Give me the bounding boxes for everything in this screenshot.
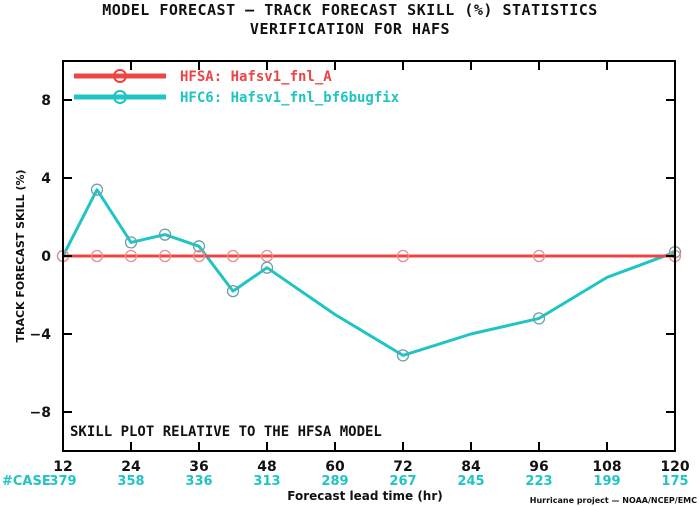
y-tick-label--8: −8 bbox=[30, 405, 51, 421]
data-point-hfc6-96 bbox=[532, 312, 546, 325]
case-count-108: 199 bbox=[593, 474, 620, 489]
data-point-hfsa-42 bbox=[226, 249, 240, 263]
case-label: #CASE bbox=[2, 474, 51, 489]
x-tick-label-24: 24 bbox=[121, 459, 141, 475]
chart-title-line-2: VERIFICATION FOR HAFS bbox=[249, 20, 451, 38]
legend: HFSA: Hafsv1_fnl_A HFC6: Hafsv1_fnl_bf6b… bbox=[74, 69, 400, 106]
y-tick-label--4: −4 bbox=[30, 327, 52, 343]
case-count-24: 358 bbox=[117, 474, 144, 489]
case-count-12: 379 bbox=[49, 474, 76, 489]
series-line-hfc6 bbox=[61, 188, 676, 357]
legend-marker-hfc6 bbox=[113, 90, 127, 104]
data-point-hfsa-48 bbox=[260, 249, 274, 263]
x-tick-label-72: 72 bbox=[393, 459, 412, 475]
y-tick-label-0: 0 bbox=[41, 249, 51, 265]
data-point-hfc6-72 bbox=[396, 349, 410, 362]
data-point-hfc6-24 bbox=[124, 236, 138, 249]
case-count-120: 175 bbox=[661, 474, 688, 489]
data-point-hfc6-42 bbox=[226, 284, 240, 298]
legend-marker-hfsa bbox=[113, 69, 127, 83]
y-axis-label: TRACK FORECAST SKILL (%) bbox=[14, 169, 27, 342]
x-tick-label-120: 120 bbox=[660, 459, 689, 475]
case-count-36: 336 bbox=[185, 474, 212, 489]
skill-annotation: SKILL PLOT RELATIVE TO THE HFSA MODEL bbox=[70, 424, 382, 440]
y-tick-label-4: 4 bbox=[41, 171, 51, 187]
x-tick-label-96: 96 bbox=[529, 459, 548, 475]
case-count-72: 267 bbox=[389, 474, 416, 489]
x-tick-label-36: 36 bbox=[189, 459, 208, 475]
data-point-hfc6-18 bbox=[90, 183, 104, 196]
x-tick-label-60: 60 bbox=[325, 459, 345, 475]
data-point-hfc6-48 bbox=[260, 261, 274, 274]
case-count-48: 313 bbox=[253, 474, 280, 489]
x-tick-label-108: 108 bbox=[592, 459, 621, 475]
series-layer bbox=[56, 183, 682, 362]
credit-text: Hurricane project — NOAA/NCEP/EMC bbox=[530, 496, 697, 505]
chart-title: MODEL FORECAST — TRACK FORECAST SKILL (%… bbox=[0, 1, 700, 39]
chart-title-line-1: MODEL FORECAST — TRACK FORECAST SKILL (%… bbox=[102, 1, 598, 19]
case-count-84: 245 bbox=[457, 474, 484, 489]
case-count-96: 223 bbox=[525, 474, 552, 489]
y-tick-label-8: 8 bbox=[41, 93, 51, 109]
legend-label-hfc6: HFC6: Hafsv1_fnl_bf6bugfix bbox=[180, 90, 400, 106]
case-count-60: 289 bbox=[321, 474, 348, 489]
data-point-hfsa-18 bbox=[90, 249, 104, 263]
data-point-hfsa-36 bbox=[192, 249, 206, 263]
data-point-hfsa-72 bbox=[396, 249, 410, 263]
x-tick-label-84: 84 bbox=[461, 459, 481, 475]
data-point-hfc6-30 bbox=[158, 228, 172, 241]
x-tick-label-12: 12 bbox=[53, 459, 72, 475]
x-axis-label: Forecast lead time (hr) bbox=[287, 489, 443, 503]
data-point-hfsa-96 bbox=[532, 249, 546, 263]
data-point-hfsa-24 bbox=[124, 249, 138, 263]
data-point-hfc6-36 bbox=[192, 240, 206, 253]
data-point-hfsa-30 bbox=[158, 249, 172, 263]
legend-label-hfsa: HFSA: Hafsv1_fnl_A bbox=[180, 69, 332, 85]
x-tick-label-48: 48 bbox=[257, 459, 276, 475]
